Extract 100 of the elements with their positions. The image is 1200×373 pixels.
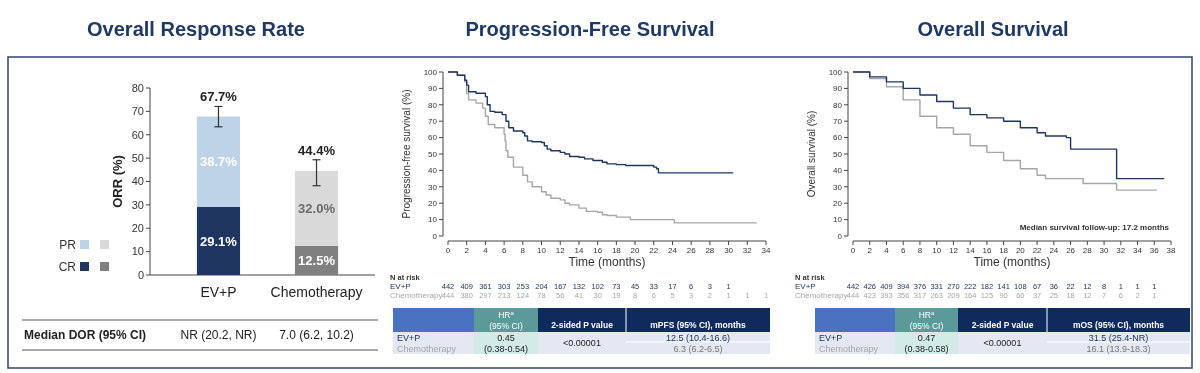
x-tick-label: 16	[982, 246, 992, 255]
x-tick-label: 36	[1149, 246, 1160, 255]
text: 0.47	[917, 333, 936, 343]
text: 12.5 (10.4-16.6)	[665, 333, 731, 343]
text: 31.5 (25.4-NR)	[1088, 333, 1149, 343]
text: 7.0 (6.2, 10.2)	[279, 328, 354, 343]
data-label: 32.0%	[298, 200, 336, 216]
text: Chemotherapy	[819, 344, 879, 354]
x-tick-label: 8	[520, 246, 526, 255]
y-tick-label: 0	[837, 231, 843, 241]
chart-title: Overall Survival	[917, 18, 1069, 40]
y-tick-label: 70	[428, 117, 438, 126]
x-axis-title: Time (months)	[568, 255, 646, 269]
x-tick-label: 20	[630, 246, 641, 255]
text: mOS (95% CI), months	[1072, 320, 1165, 330]
text: Median DOR (95% CI)	[24, 328, 147, 343]
y-tick-label: 50	[833, 149, 843, 159]
x-tick-label: 30	[724, 246, 734, 255]
x-tick-label: 28	[705, 246, 715, 255]
x-tick-label: 12	[555, 246, 566, 255]
chart-title: Progression-Free Survival	[465, 18, 715, 40]
x-tick-label: 32	[1116, 246, 1126, 255]
x-tick-label: 10	[932, 246, 942, 255]
total-label: 67.7%	[200, 89, 238, 105]
y-tick-label: 100	[423, 67, 438, 77]
y-tick-label: 70	[833, 117, 843, 126]
text: HR$^{a}$ (95% CI)	[489, 310, 523, 331]
y-tick-label: 100	[828, 67, 843, 77]
x-tick-label: 22	[1032, 246, 1043, 255]
y-tick-label: 90	[428, 84, 438, 94]
legend-label: CR	[58, 260, 77, 275]
y-tick-label: 60	[428, 133, 438, 143]
x-tick-label: 26	[686, 246, 697, 255]
x-tick-label: 0	[445, 246, 451, 255]
x-tick-label: 4	[884, 246, 890, 255]
y-tick-label: 30	[428, 182, 438, 192]
x-tick-label: 0	[850, 246, 856, 255]
y-tick-label: 60	[833, 133, 843, 143]
x-tick-label: 24	[668, 246, 678, 255]
y-tick-label: 20	[428, 199, 438, 208]
x-tick-label: 24	[1049, 246, 1059, 255]
y-tick-label: 40	[131, 175, 144, 188]
y-tick-label: 20	[131, 222, 144, 235]
legend-label: PR	[59, 238, 77, 253]
y-tick-label: 10	[428, 215, 438, 225]
annotation: Median survival follow-up: 17.2 months	[1019, 223, 1170, 232]
bar	[196, 206, 241, 275]
y-tick-label: 20	[833, 199, 843, 208]
y-tick-label: 30	[131, 198, 144, 211]
text: Chemotherapy	[397, 344, 457, 354]
x-axis-title: Time (months)	[973, 255, 1051, 269]
x-tick-label: 18	[999, 246, 1009, 255]
x-tick-label: 14	[965, 246, 976, 255]
y-tick-label: 80	[428, 100, 438, 110]
x-tick-label: 10	[537, 246, 547, 255]
x-tick-label: 12	[948, 246, 959, 255]
y-tick-label: 80	[131, 81, 144, 94]
y-tick-label: 50	[131, 151, 144, 164]
x-tick-label: 16	[593, 246, 603, 255]
x-tick-label: 2	[867, 246, 873, 255]
x-tick-label: 34	[1133, 246, 1143, 255]
text: (0.38-0.58)	[904, 344, 949, 354]
y-axis-title: Overall survival (%)	[806, 110, 817, 198]
x-tick-label: 18	[611, 246, 622, 255]
x-tick-label: 14	[574, 246, 584, 255]
y-axis-title: Progression-free survival (%)	[401, 89, 412, 219]
y-tick-label: 0	[432, 231, 438, 241]
y-axis-title: ORR (%)	[110, 155, 125, 208]
x-tick-label: 6	[900, 246, 906, 255]
chart-title: Overall Response Rate	[87, 18, 305, 40]
total-label: 44.4%	[298, 142, 336, 158]
text: 16.1 (13.9-18.3)	[1086, 344, 1151, 354]
text: 2-sided P value	[971, 320, 1034, 330]
x-tick-label: 34	[761, 246, 771, 255]
x-tick-label: 22	[649, 246, 659, 255]
text: <0.00001	[563, 338, 601, 348]
text: mPFS (95% CI), months	[650, 320, 746, 330]
y-tick-label: 90	[833, 84, 843, 94]
text: 0.45	[497, 333, 515, 343]
text: EV+P	[819, 333, 843, 343]
y-tick-label: 10	[833, 215, 843, 225]
text: 2-sided P value	[551, 320, 614, 330]
data-label: 38.7%	[200, 154, 238, 170]
text: 6.3 (6.2-6.5)	[673, 344, 723, 354]
y-tick-label: 80	[833, 100, 843, 110]
y-tick-label: 70	[131, 105, 144, 118]
x-tick-label: 38	[1166, 246, 1176, 255]
y-tick-label: 50	[428, 149, 438, 159]
y-tick-label: 0	[137, 268, 144, 281]
text: HR$^{a}$ (95% CI)	[909, 310, 944, 331]
bar	[294, 170, 339, 246]
data-label: 12.5%	[298, 252, 336, 268]
y-tick-label: 60	[131, 128, 144, 141]
bar	[196, 116, 241, 207]
data-label: 29.1%	[200, 233, 238, 249]
x-tick-label: 26	[1066, 246, 1076, 255]
x-tick-label: 6	[501, 246, 507, 255]
text: <0.00001	[983, 338, 1022, 348]
y-tick-label: 30	[833, 182, 843, 192]
x-tick-label: 20	[1015, 246, 1026, 255]
